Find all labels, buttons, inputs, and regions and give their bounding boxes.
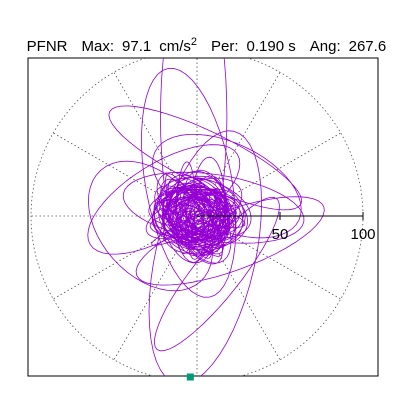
peak-marker-group	[186, 373, 194, 381]
component-name: PFNR	[26, 38, 68, 55]
max-unit-exponent: 2	[190, 36, 198, 48]
angle-label: Ang:	[309, 38, 341, 55]
period-label: Per:	[211, 38, 239, 55]
radial-tick-label: 50	[272, 226, 289, 243]
max-label: Max:	[81, 38, 115, 55]
angle-value: 267.6	[348, 38, 387, 55]
peak-marker	[186, 373, 194, 381]
plot-header: PFNR Max: 97.1 cm/s2 Per: 0.190 s Ang: 267.6	[10, 14, 387, 55]
plot-frame	[27, 57, 379, 377]
radial-tick-label: 100	[350, 226, 375, 243]
orbit-trace	[87, 58, 325, 376]
max-unit: cm/s	[159, 38, 191, 55]
period-value: 0.190 s	[246, 38, 296, 55]
radial-axis: 50 100	[197, 212, 376, 243]
orbit-path	[87, 58, 325, 376]
max-value: 97.1	[122, 38, 152, 55]
